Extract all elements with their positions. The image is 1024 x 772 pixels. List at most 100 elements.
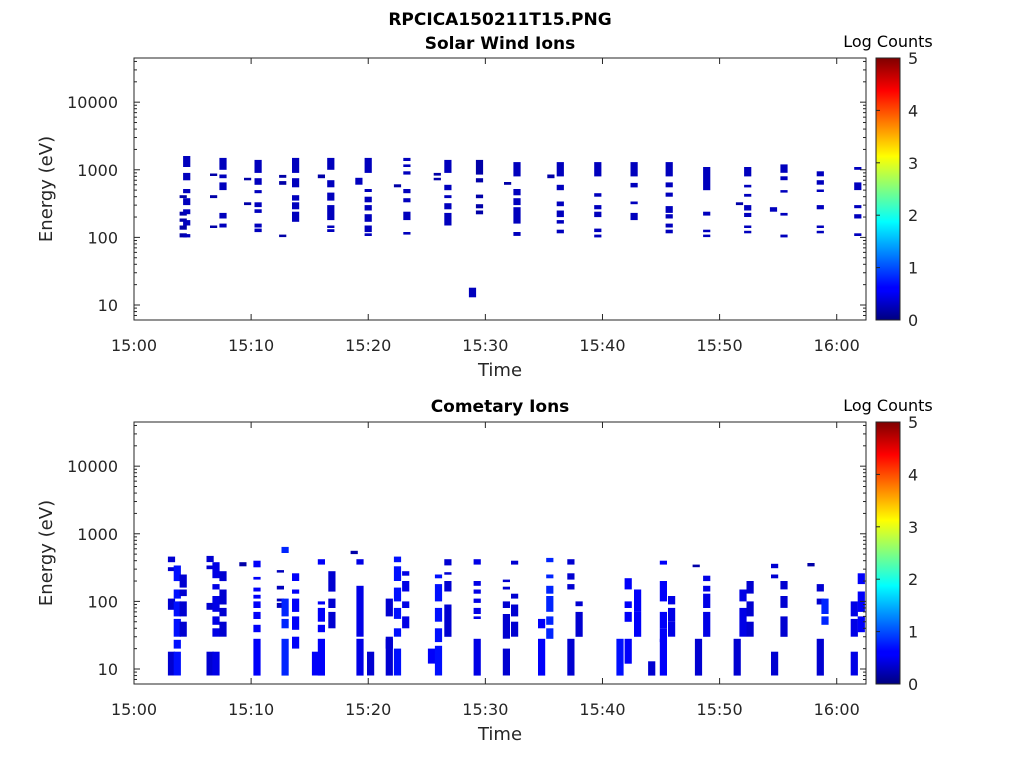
cometary-colorbar-tick-label: 0 [908,675,918,694]
cometary-cell-21-4 [434,645,443,676]
cometary-cell-0-2 [167,598,176,610]
cometary-spectrogram-cells [167,546,865,676]
cometary-cell-25-3 [511,621,519,637]
cometary-cell-19-1 [402,581,410,592]
cometary-cell-21-0 [434,574,443,579]
cometary-cell-12-3 [317,624,325,633]
cometary-cell-21-3 [434,628,443,643]
cometary-cell-10-2 [292,598,300,612]
cometary-cell-22-2 [444,581,452,592]
solar-wind-cell-3-0 [219,157,227,170]
cometary-cell-37-0 [694,638,703,676]
cometary-cell-22-3 [444,604,452,637]
solar-wind-cell-21-3 [556,210,564,218]
cometary-cell-36-0 [692,564,700,568]
solar-wind-x-axis: 15:00 15:10 15:20 15:30 15:40 15:50 16:00 [111,58,860,355]
cometary-cell-27-4 [546,616,554,625]
cometary-x-tick-label: 15:00 [111,700,157,719]
cometary-cell-48-0 [857,573,865,585]
solar-wind-x-axis-label: Time [477,360,522,381]
cometary-cell-9-2 [281,618,289,629]
cometary-cell-17-2 [385,638,393,676]
cometary-x-tick-label: 15:10 [228,700,274,719]
cometary-cell-2-0 [179,574,187,588]
solar-wind-cell-25-1 [703,211,711,216]
cometary-cell-41-1 [746,601,754,617]
cometary-cell-23-0 [473,559,481,565]
cometary-cell-9-1 [281,598,289,617]
cometary-cell-7-2 [253,587,261,592]
solar-wind-cell-5-0 [254,159,262,173]
cometary-cell-5-2 [219,607,227,617]
solar-wind-cell-5-2 [254,190,262,194]
cometary-colorbar-tick-label: 1 [908,623,918,642]
cometary-cell-33-0 [648,661,656,676]
cometary-cell-46-1 [821,616,829,625]
cometary-cell-1-1 [173,589,181,599]
cometary-cell-15-1 [356,585,364,637]
cometary-cell-22-0 [444,559,452,566]
solar-wind-cell-4-1 [244,202,252,206]
cometary-cell-38-1 [703,585,711,592]
solar-wind-colorbar-tick-label: 3 [908,154,918,173]
cometary-cell-23-1 [473,581,481,586]
cometary-cell-19-3 [402,616,410,629]
solar-wind-cell-22-1 [594,193,602,197]
cometary-cell-35-1 [668,607,676,622]
cometary-cell-30-0 [616,638,624,676]
cometary-cell-7-3 [253,594,261,599]
cometary-cell-38-3 [703,611,711,637]
cometary-cell-27-1 [546,574,554,579]
cometary-cell-7-5 [253,611,261,619]
solar-wind-y-tick-label: 10 [98,296,118,315]
solar-wind-cell-5-5 [254,223,262,228]
solar-wind-cell-22-2 [594,205,602,210]
cometary-cell-9-3 [281,638,289,676]
cometary-cell-26-1 [538,618,546,629]
cometary-cell-29-0 [575,601,583,607]
cometary-cell-29-1 [575,611,583,637]
cometary-cell-34-1 [659,581,667,602]
cometary-x-tick-label: 15:50 [697,700,743,719]
solar-wind-cell-17-2 [475,194,484,199]
solar-wind-colorbar-ticks: 0 1 2 3 4 5 [876,49,918,330]
cometary-cell-17-0 [385,598,393,617]
solar-wind-cell-1-5 [183,220,191,226]
cometary-cell-5-1 [219,589,227,605]
solar-wind-cell-13-3 [403,189,411,194]
solar-wind-cell-27-3 [744,205,752,211]
cometary-cell-38-0 [703,575,711,582]
solar-wind-cell-24-3 [665,206,673,213]
cometary-cell-23-6 [473,638,481,676]
cometary-cell-28-0 [567,559,575,565]
cometary-cell-47-1 [850,618,858,637]
solar-wind-cell-14-0 [433,172,441,176]
cometary-cell-27-5 [546,628,554,639]
cometary-cell-13-1 [328,598,336,608]
cometary-cell-25-2 [511,604,519,617]
cometary-cell-2-2 [179,601,187,617]
cometary-cell-38-2 [703,593,711,608]
solar-wind-cell-2-1 [210,195,218,199]
solar-wind-cell-15-0 [444,159,452,173]
cometary-cell-31-2 [624,611,632,622]
cometary-cell-18-3 [393,607,402,619]
cometary-cell-27-0 [546,557,554,563]
solar-wind-cell-24-5 [665,223,673,228]
solar-wind-cell-3-3 [219,212,227,219]
cometary-cell-24-1 [502,586,510,590]
cometary-cell-8-1 [276,585,284,590]
solar-wind-cell-5-6 [254,228,262,233]
solar-wind-cell-6-0 [279,174,287,178]
solar-wind-x-tick-label: 16:00 [814,336,860,355]
solar-wind-x-tick-label: 15:00 [111,336,157,355]
solar-wind-cell-9-0 [327,157,335,170]
solar-wind-cell-13-0 [403,157,411,161]
solar-wind-spectrogram-cells [179,156,862,298]
solar-wind-cell-31-2 [854,205,862,209]
solar-wind-cell-7-3 [292,202,300,210]
cometary-cell-6-0 [239,562,247,567]
cometary-cell-24-4 [502,648,510,676]
cometary-cell-34-4 [659,638,667,676]
